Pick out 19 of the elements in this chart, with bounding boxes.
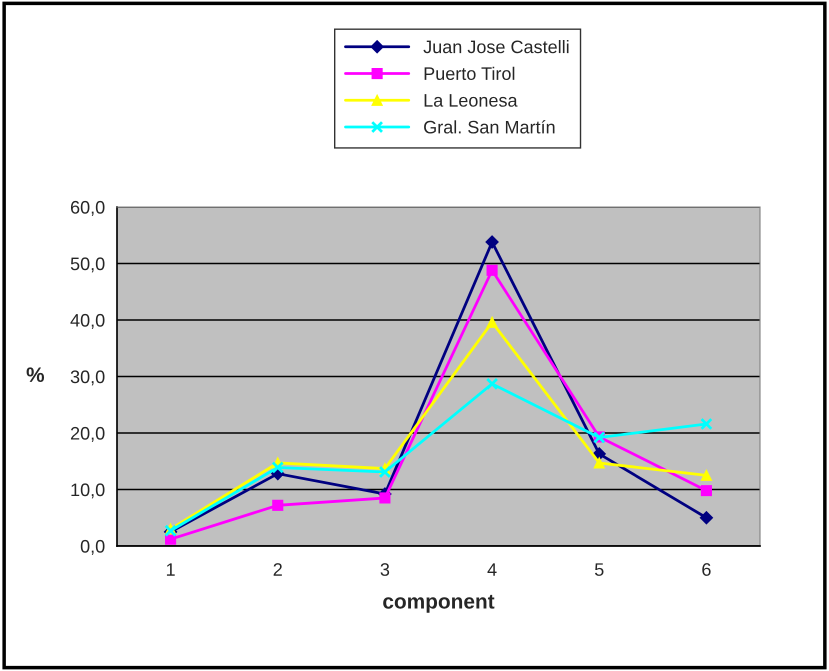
y-tick-label: 60,0 xyxy=(70,200,104,216)
y-axis-title: % xyxy=(26,367,44,382)
y-tick-label: 10,0 xyxy=(71,483,104,498)
y-tick-label: 30,0 xyxy=(70,370,104,386)
legend-label: Juan Jose Castelli xyxy=(423,40,568,54)
y-tick-label: 40,0 xyxy=(70,314,104,329)
legend-label: La Leonesa xyxy=(424,94,518,107)
x-tick-label: 6 xyxy=(702,563,711,576)
legend-label: Puerto Tirol xyxy=(424,66,514,80)
x-tick-label: 2 xyxy=(274,563,282,576)
y-tick-label: 0,0 xyxy=(80,540,104,555)
legend-label: Gral. San Martín xyxy=(424,120,554,134)
x-tick-label: 4 xyxy=(487,563,497,576)
y-tick-label: 20,0 xyxy=(70,426,104,442)
x-tick-label: 5 xyxy=(594,563,604,576)
x-tick-label: 1 xyxy=(166,563,175,576)
y-tick-label: 50,0 xyxy=(70,257,104,272)
x-tick-label: 3 xyxy=(380,563,390,576)
x-axis-title: component xyxy=(383,594,494,613)
